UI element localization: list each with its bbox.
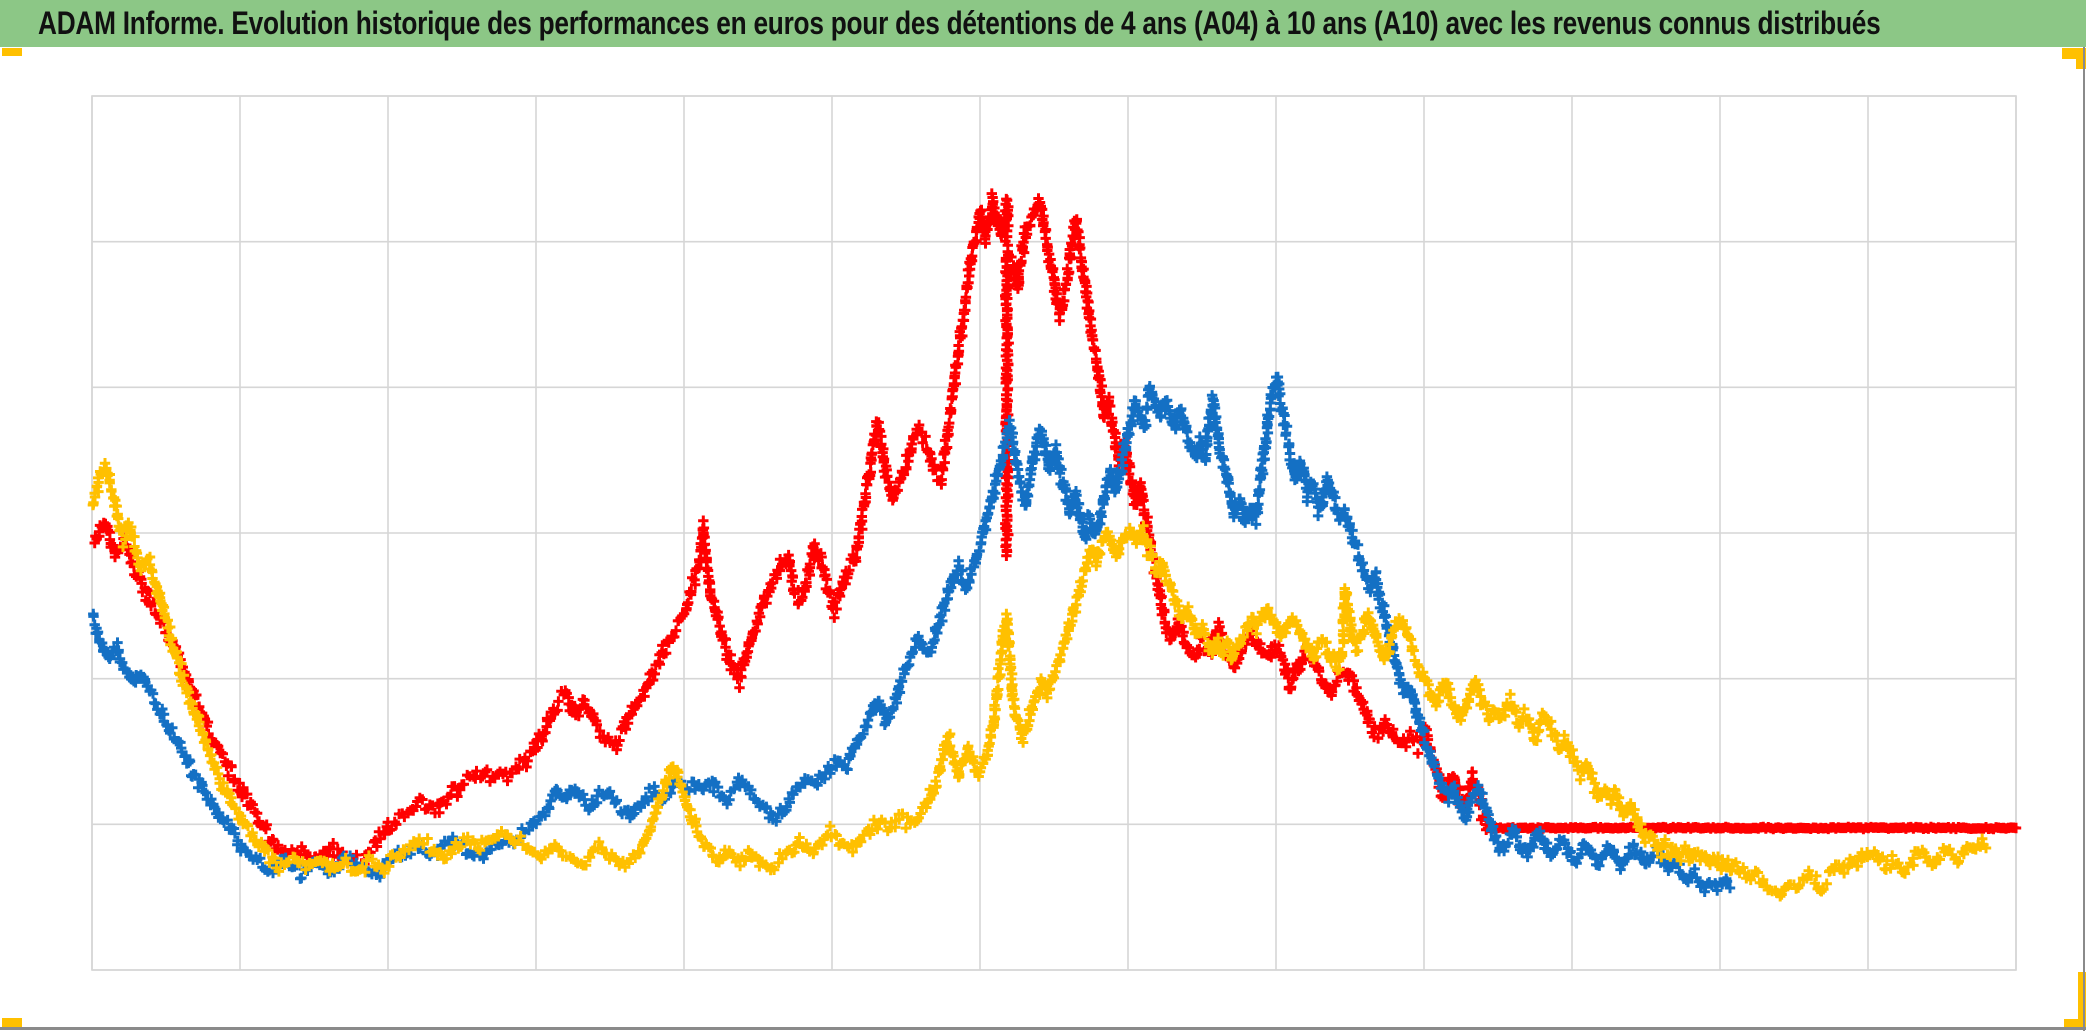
series-blue-markers — [88, 371, 1736, 897]
plot-area-border — [91, 95, 2017, 971]
series-red-markers — [89, 188, 2022, 873]
series-gold — [87, 458, 1992, 902]
series-gold-markers — [87, 458, 1992, 902]
series-blue — [88, 371, 1736, 897]
window-frame-right-line — [2083, 47, 2085, 1031]
title-bar: ADAM Informe. Evolution historique des p… — [0, 0, 2086, 47]
window-frame-bottom-line — [0, 1027, 2086, 1030]
page-title: ADAM Informe. Evolution historique des p… — [38, 5, 1881, 41]
series-red — [89, 188, 2022, 873]
